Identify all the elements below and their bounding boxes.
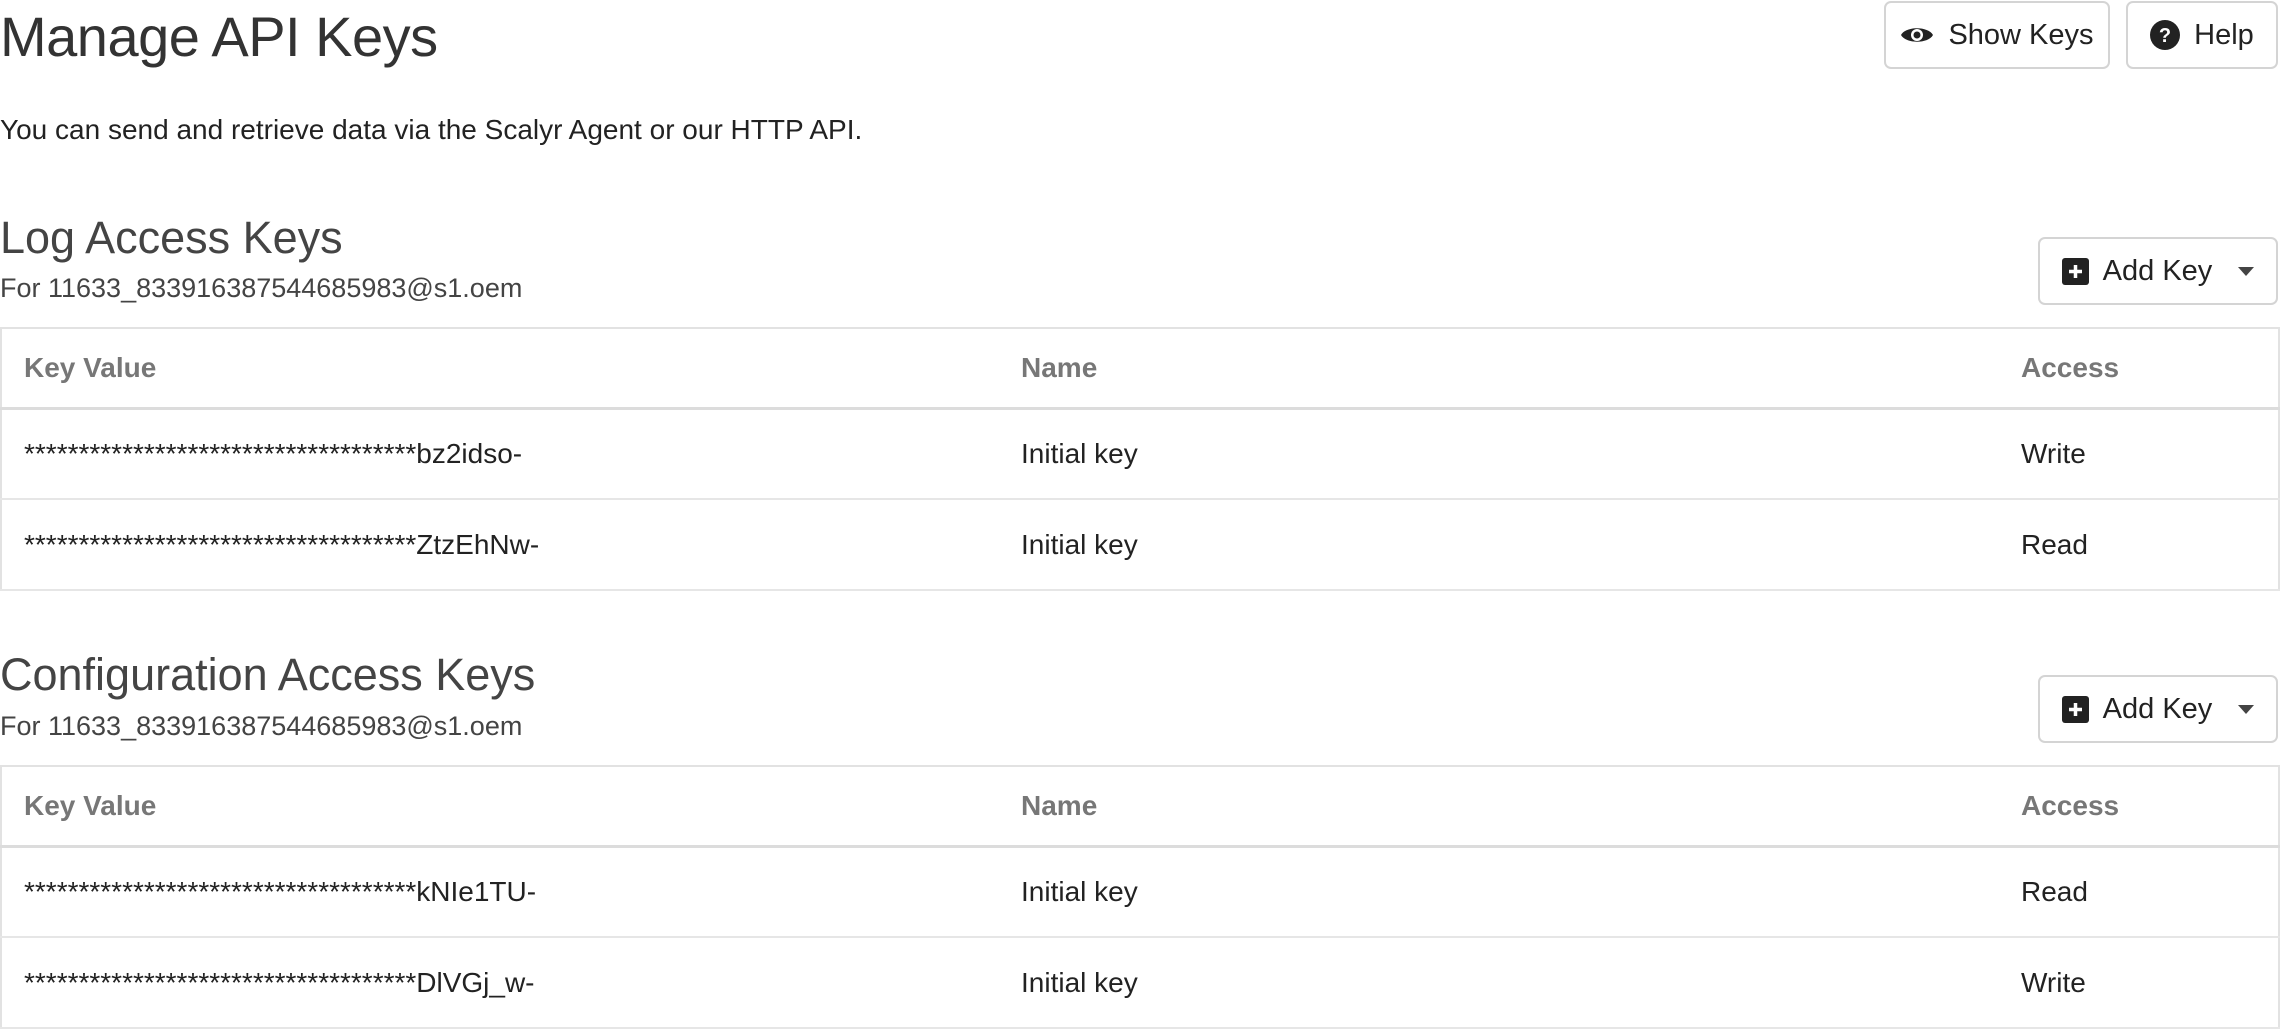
key-name: Initial key [999, 937, 1999, 1029]
key-access: Write [1999, 408, 2279, 500]
key-value: ************************************ZtzE… [1, 499, 999, 591]
key-value: ************************************kNIe… [1, 846, 999, 938]
intro-text: You can send and retrieve data via the S… [0, 114, 863, 145]
key-access: Write [1999, 937, 2279, 1029]
log-access-keys-title: Log Access Keys [0, 212, 343, 263]
help-button[interactable]: ? Help [2126, 1, 2278, 69]
table-row[interactable]: ************************************kNIe… [1, 846, 2279, 938]
column-header-name: Name [999, 328, 1999, 410]
add-log-key-button[interactable]: Add Key [2038, 237, 2278, 305]
key-access: Read [1999, 846, 2279, 938]
config-access-keys-title: Configuration Access Keys [0, 649, 536, 700]
key-access: Read [1999, 499, 2279, 591]
show-keys-label: Show Keys [1948, 18, 2094, 51]
key-name: Initial key [999, 408, 1999, 500]
key-value: ************************************bz2i… [1, 408, 999, 500]
key-name: Initial key [999, 846, 1999, 938]
table-row[interactable]: ************************************bz2i… [1, 408, 2279, 500]
eye-icon [1900, 24, 1934, 46]
key-value: ************************************DlVG… [1, 937, 999, 1029]
column-header-access: Access [1999, 328, 2279, 410]
key-name: Initial key [999, 499, 1999, 591]
table-header: Key Value Name Access [1, 766, 2279, 848]
table-row[interactable]: ************************************ZtzE… [1, 499, 2279, 591]
add-key-label: Add Key [2102, 254, 2213, 287]
add-key-label: Add Key [2102, 692, 2213, 725]
config-access-keys-subtitle: For 11633_833916387544685983@s1.oem [0, 711, 523, 741]
column-header-key-value: Key Value [1, 766, 999, 848]
help-label: Help [2194, 18, 2254, 51]
caret-down-icon [2238, 266, 2255, 276]
page-title: Manage API Keys [0, 5, 438, 68]
show-keys-button[interactable]: Show Keys [1884, 1, 2110, 69]
plus-square-icon [2061, 695, 2089, 723]
table-row[interactable]: ************************************DlVG… [1, 937, 2279, 1029]
config-keys-table: Key Value Name Access ******************… [0, 765, 2280, 1029]
plus-square-icon [2061, 257, 2089, 285]
column-header-key-value: Key Value [1, 328, 999, 410]
table-header: Key Value Name Access [1, 328, 2279, 410]
log-access-keys-subtitle: For 11633_833916387544685983@s1.oem [0, 273, 523, 303]
question-circle-icon: ? [2150, 20, 2181, 50]
add-config-key-button[interactable]: Add Key [2038, 675, 2278, 743]
column-header-access: Access [1999, 766, 2279, 848]
log-keys-table: Key Value Name Access ******************… [0, 327, 2280, 591]
caret-down-icon [2238, 704, 2255, 714]
svg-text:?: ? [2159, 25, 2171, 47]
column-header-name: Name [999, 766, 1999, 848]
